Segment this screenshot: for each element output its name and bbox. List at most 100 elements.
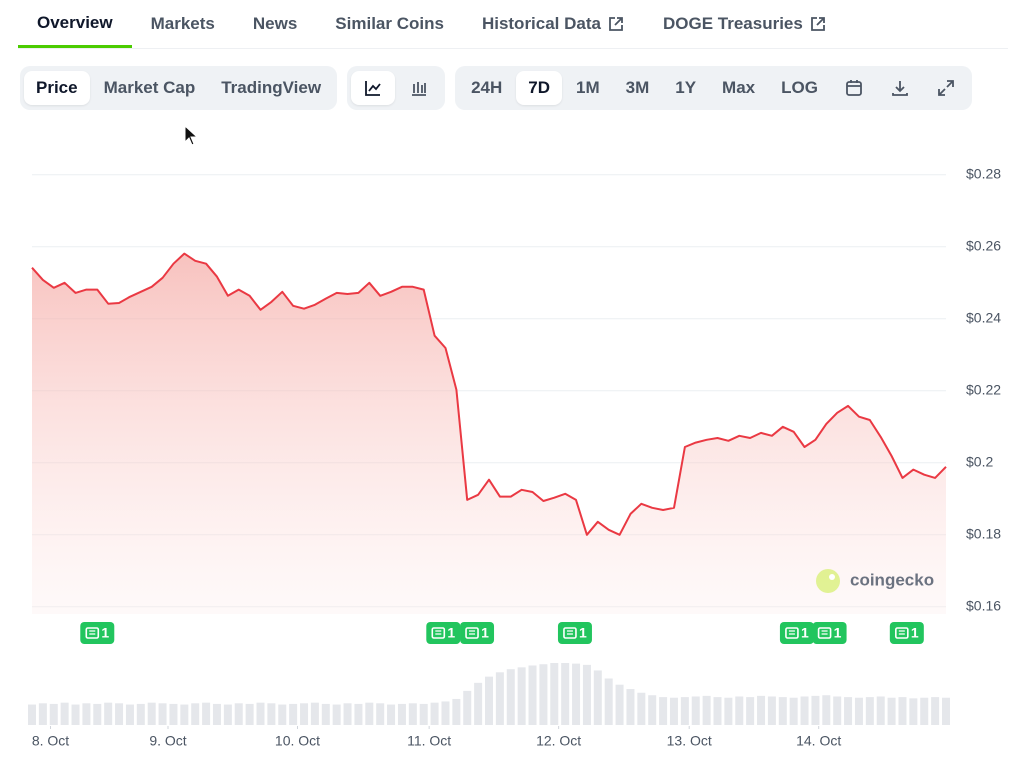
- x-tick-label: 11. Oct: [407, 733, 451, 749]
- x-tick-label: 13. Oct: [667, 733, 712, 749]
- news-count: 1: [579, 625, 587, 641]
- tab-label: News: [252, 14, 298, 33]
- tab-label: Overview: [37, 12, 113, 32]
- volume-bar: [669, 697, 678, 725]
- line-icon: [365, 81, 381, 96]
- fullscreen-button[interactable]: [924, 71, 968, 105]
- volume-bar: [245, 703, 254, 725]
- volume-bar: [724, 697, 733, 725]
- news-marker[interactable]: 1: [80, 622, 115, 644]
- volume-bar: [833, 696, 842, 725]
- volume-bar: [376, 703, 385, 725]
- news-icon-lines: [89, 630, 96, 635]
- calendar-button[interactable]: [832, 71, 876, 105]
- candle-chart-button[interactable]: [397, 71, 441, 105]
- volume-bar: [528, 665, 537, 725]
- logo-eye: [829, 574, 835, 580]
- news-count: 1: [481, 625, 489, 641]
- volume-bar: [49, 703, 58, 725]
- volume-bar: [637, 692, 646, 725]
- volume-bar: [321, 703, 330, 725]
- volume-bar: [212, 703, 221, 725]
- tab[interactable]: Similar Coins: [316, 0, 463, 48]
- volume-bar: [267, 703, 276, 725]
- news-icon: [431, 627, 446, 639]
- x-tick-label: 12. Oct: [536, 733, 581, 749]
- volume-bar: [234, 703, 243, 725]
- news-marker[interactable]: 1: [812, 622, 847, 644]
- range-button[interactable]: 24H: [471, 78, 503, 97]
- volume-bar: [931, 697, 940, 725]
- download-button[interactable]: [878, 71, 922, 105]
- volume-bar: [408, 703, 417, 725]
- news-marker[interactable]: 1: [889, 622, 924, 644]
- volume-bar: [202, 702, 211, 725]
- news-icon: [465, 627, 479, 639]
- news-marker[interactable]: 1: [557, 622, 592, 644]
- volume-bar: [582, 664, 591, 725]
- volume-bar: [82, 703, 91, 725]
- volume-bar: [169, 703, 178, 725]
- volume-bar: [387, 704, 396, 725]
- volume-bar: [71, 704, 80, 725]
- candle-icon: [412, 82, 427, 96]
- volume-bar: [680, 697, 689, 725]
- volume-bar: [365, 702, 374, 725]
- volume-bar: [604, 678, 613, 725]
- view-button[interactable]: TradingView: [221, 78, 322, 97]
- watermark-text: coingecko: [850, 570, 934, 589]
- y-tick-label: $0.22: [966, 382, 1001, 398]
- tab[interactable]: Overview: [18, 0, 132, 48]
- range-button[interactable]: Max: [722, 78, 756, 97]
- y-tick-label: $0.28: [966, 166, 1001, 182]
- volume-bar: [474, 682, 483, 725]
- external-link-shape: [810, 17, 825, 31]
- volume-bar: [854, 697, 863, 725]
- range-button[interactable]: LOG: [781, 78, 818, 97]
- news-icon: [85, 627, 100, 639]
- price-area: [32, 253, 946, 614]
- news-marker[interactable]: 1: [779, 622, 814, 644]
- x-tick-label: 8. Oct: [32, 733, 69, 749]
- volume-bar: [746, 697, 755, 725]
- tab-label: DOGE Treasuries: [662, 14, 803, 33]
- tab[interactable]: Historical Data: [463, 0, 644, 48]
- y-tick-label: $0.2: [966, 454, 993, 470]
- tab[interactable]: DOGE Treasuries: [644, 0, 846, 48]
- x-tick-label: 14. Oct: [796, 733, 841, 749]
- news-marker[interactable]: 1: [426, 622, 461, 644]
- volume-bar: [942, 697, 950, 725]
- line-chart-button[interactable]: [351, 71, 396, 105]
- volume-bar: [158, 703, 167, 725]
- view-group: Price Market Cap TradingView: [20, 66, 338, 110]
- range-button[interactable]: 3M: [625, 78, 650, 97]
- volume-bar: [430, 702, 439, 725]
- volume-bar: [289, 703, 298, 725]
- volume-bar: [397, 703, 406, 725]
- volume-bar: [441, 701, 450, 725]
- volume-bar: [811, 695, 820, 725]
- tab-bar: Overview Markets News Similar Coins Historic…: [18, 0, 1008, 49]
- news-icon: [895, 627, 909, 639]
- x-tick-label: 9. Oct: [149, 733, 186, 749]
- x-tick-label: 10. Oct: [275, 733, 320, 749]
- news-count: 1: [834, 625, 842, 641]
- news-marker[interactable]: 1: [460, 622, 495, 644]
- tab[interactable]: Markets: [132, 0, 234, 48]
- volume-bar: [572, 663, 581, 725]
- calendar-icon: [846, 80, 862, 96]
- view-button[interactable]: Price: [24, 71, 90, 105]
- volume-bar: [876, 696, 885, 725]
- range-button[interactable]: 1M: [575, 78, 600, 97]
- tab[interactable]: News: [234, 0, 316, 48]
- volume-bar: [332, 704, 341, 725]
- download-icon: [892, 81, 908, 96]
- range-button[interactable]: 1Y: [675, 78, 697, 97]
- news-icon-lines: [435, 630, 442, 635]
- volume-bar: [593, 670, 602, 725]
- range-button[interactable]: 7D: [516, 71, 562, 105]
- expand-icon: [938, 80, 954, 96]
- volume-bar: [648, 695, 657, 725]
- y-tick-label: $0.16: [966, 598, 1001, 614]
- view-button[interactable]: Market Cap: [103, 78, 196, 97]
